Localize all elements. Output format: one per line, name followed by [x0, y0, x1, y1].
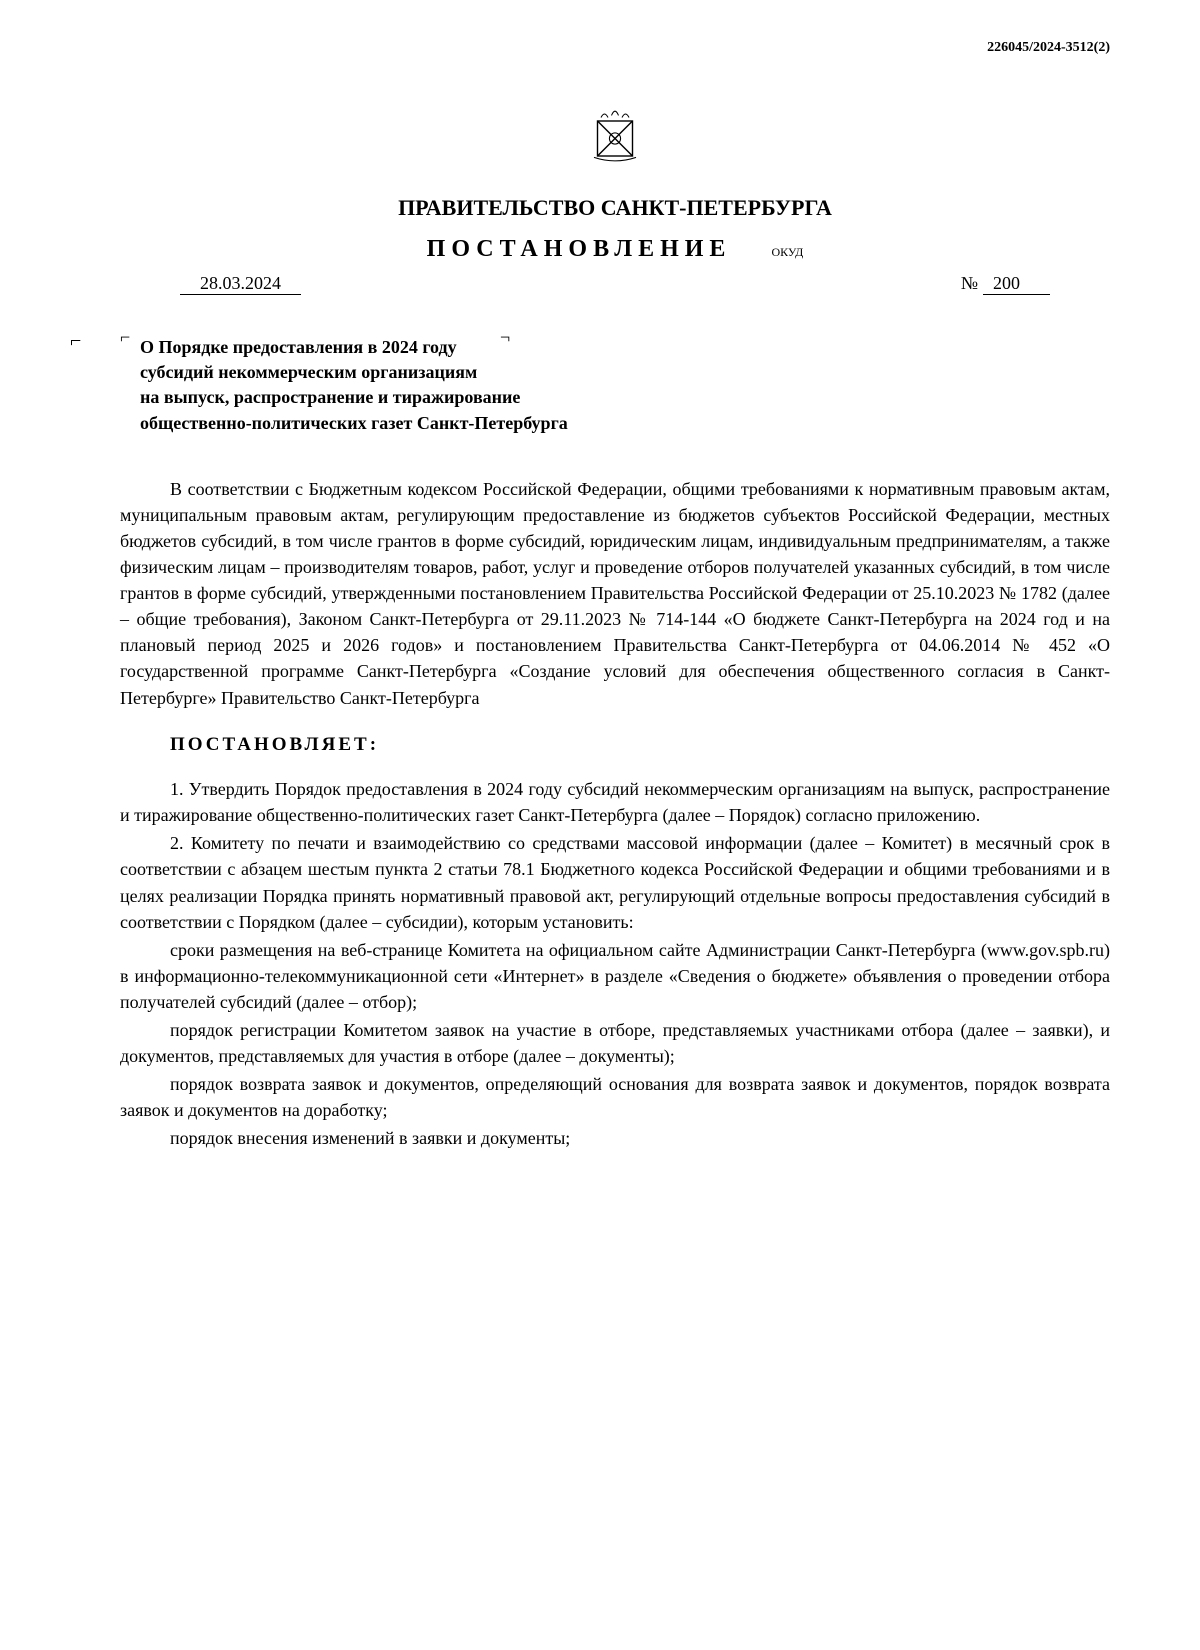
resolves-label: ПОСТАНОВЛЯЕТ: [170, 731, 1110, 759]
document-id: 226045/2024-3512(2) [987, 40, 1110, 56]
item-paragraph: 2. Комитету по печати и взаимодействию с… [120, 830, 1110, 934]
item-paragraph: 1. Утвердить Порядок предоставления в 20… [120, 776, 1110, 828]
item-paragraph: сроки размещения на веб-странице Комитет… [120, 937, 1110, 1015]
date-field: 28.03.2024 [180, 273, 301, 295]
subject-line: на выпуск, распространение и тиражирован… [140, 385, 740, 410]
number-value: 200 [983, 273, 1050, 295]
date-number-row: 28.03.2024 № 200 [180, 273, 1050, 295]
coat-of-arms-icon [580, 100, 650, 170]
corner-markers: ⌐ ⌐ ¬ О Порядке предоставления в 2024 го… [120, 335, 1110, 436]
number-label: № [961, 273, 978, 294]
okud-label: ОКУД [771, 245, 803, 260]
item-paragraph: порядок внесения изменений в заявки и до… [120, 1125, 1110, 1151]
resolution-row: ПОСТАНОВЛЕНИЕ ОКУД [120, 236, 1110, 263]
corner-top-left-icon: ⌐ [120, 327, 130, 348]
corner-top-right-icon: ¬ [500, 327, 510, 348]
corner-bracket-icon: ⌐ [70, 330, 81, 353]
subject-line: О Порядке предоставления в 2024 году [140, 335, 740, 360]
header-title: ПРАВИТЕЛЬСТВО САНКТ-ПЕТЕРБУРГА [120, 195, 1110, 221]
emblem [120, 100, 1110, 175]
item-paragraph: порядок возврата заявок и документов, оп… [120, 1071, 1110, 1123]
subject-line: общественно-политических газет Санкт-Пет… [140, 411, 740, 436]
preamble: В соответствии с Бюджетным кодексом Росс… [120, 476, 1110, 711]
item-paragraph: порядок регистрации Комитетом заявок на … [120, 1017, 1110, 1069]
number-field: № 200 [961, 273, 1050, 295]
subject-block: О Порядке предоставления в 2024 году суб… [140, 335, 740, 436]
body-text: В соответствии с Бюджетным кодексом Росс… [120, 476, 1110, 1152]
subject-line: субсидий некоммерческим организациям [140, 360, 740, 385]
resolution-label: ПОСТАНОВЛЕНИЕ [427, 236, 732, 263]
